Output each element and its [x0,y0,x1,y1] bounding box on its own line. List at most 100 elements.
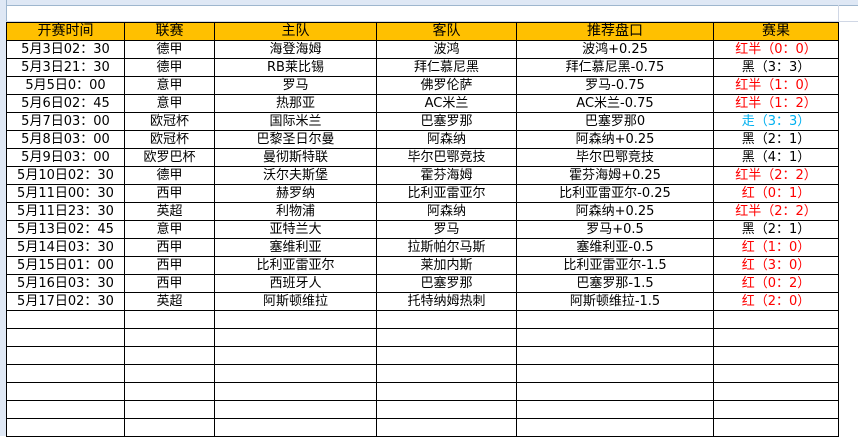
empty-cell[interactable] [214,400,377,419]
empty-cell[interactable] [6,346,125,365]
cell-result[interactable]: 黑（2：1） [713,220,839,239]
empty-cell[interactable] [124,382,215,401]
empty-cell[interactable] [713,400,839,419]
empty-cell[interactable] [214,364,377,383]
empty-cell[interactable] [516,346,714,365]
empty-cell[interactable] [376,328,517,347]
cell-away[interactable]: 巴塞罗那 [376,274,517,293]
cell-home[interactable]: 热那亚 [214,94,377,113]
empty-cell[interactable] [214,346,377,365]
empty-cell[interactable] [516,310,714,329]
cell-pick[interactable]: 霍芬海姆+0.25 [516,166,714,185]
cell-league[interactable]: 意甲 [124,76,215,95]
empty-cell[interactable] [713,382,839,401]
cell-result[interactable]: 红半（1：2） [713,94,839,113]
empty-cell[interactable] [6,328,125,347]
cell-pick[interactable]: 阿森纳+0.25 [516,130,714,149]
cell-home[interactable]: 赫罗纳 [214,184,377,203]
cell-league[interactable]: 西甲 [124,274,215,293]
cell-time[interactable]: 5月7日03：00 [6,112,125,131]
empty-cell[interactable] [713,310,839,329]
cell-pick[interactable]: 阿斯顿维拉-1.5 [516,292,714,311]
cell-pick[interactable]: 拜仁慕尼黑-0.75 [516,58,714,77]
cell-away[interactable]: 波鸿 [376,40,517,59]
empty-cell[interactable] [214,328,377,347]
cell-result[interactable]: 红（1：0） [713,238,839,257]
cell-time[interactable]: 5月3日21：30 [6,58,125,77]
header-pick[interactable]: 推荐盘口 [516,22,714,41]
cell-pick[interactable]: 罗马+0.5 [516,220,714,239]
cell-away[interactable]: 比利亚雷亚尔 [376,184,517,203]
cell-away[interactable]: 霍芬海姆 [376,166,517,185]
empty-cell[interactable] [6,382,125,401]
cell-time[interactable]: 5月16日03：30 [6,274,125,293]
cell-home[interactable]: 罗马 [214,76,377,95]
empty-cell[interactable] [124,400,215,419]
cell-away[interactable]: 佛罗伦萨 [376,76,517,95]
cell-home[interactable]: 利物浦 [214,202,377,221]
cell-away[interactable]: 拉斯帕尔马斯 [376,238,517,257]
cell-result[interactable]: 红（0：2） [713,274,839,293]
cell-home[interactable]: 亚特兰大 [214,220,377,239]
cell-pick[interactable]: 巴塞罗那0 [516,112,714,131]
cell-home[interactable]: 阿斯顿维拉 [214,292,377,311]
cell-league[interactable]: 德甲 [124,58,215,77]
cell-pick[interactable]: 比利亚雷亚尔-1.5 [516,256,714,275]
empty-cell[interactable] [124,346,215,365]
header-result[interactable]: 赛果 [713,22,839,41]
cell-away[interactable]: 毕尔巴鄂竞技 [376,148,517,167]
cell-result[interactable]: 红半（0：0） [713,40,839,59]
cell-pick[interactable]: 比利亚雷亚尔-0.25 [516,184,714,203]
cell-league[interactable]: 英超 [124,202,215,221]
cell-result[interactable]: 黑（3：3） [713,58,839,77]
cell-home[interactable]: 巴黎圣日尔曼 [214,130,377,149]
cell-league[interactable]: 欧冠杯 [124,130,215,149]
empty-cell[interactable] [124,310,215,329]
empty-cell[interactable] [124,328,215,347]
empty-cell[interactable] [376,310,517,329]
header-away[interactable]: 客队 [376,22,517,41]
header-league[interactable]: 联赛 [124,22,215,41]
cell-time[interactable]: 5月8日03：00 [6,130,125,149]
cell-league[interactable]: 西甲 [124,184,215,203]
cell-time[interactable]: 5月17日02：30 [6,292,125,311]
cell-away[interactable]: 阿森纳 [376,130,517,149]
cell-home[interactable]: 比利亚雷亚尔 [214,256,377,275]
empty-cell[interactable] [6,364,125,383]
cell-away[interactable]: 阿森纳 [376,202,517,221]
empty-cell[interactable] [713,328,839,347]
empty-cell[interactable] [516,418,714,437]
cell-time[interactable]: 5月3日02：30 [6,40,125,59]
cell-away[interactable]: 拜仁慕尼黑 [376,58,517,77]
empty-cell[interactable] [6,310,125,329]
empty-cell[interactable] [6,418,125,437]
cell-pick[interactable]: 阿森纳+0.25 [516,202,714,221]
empty-cell[interactable] [376,400,517,419]
cell-away[interactable]: 托特纳姆热刺 [376,292,517,311]
cell-time[interactable]: 5月11日23：30 [6,202,125,221]
empty-cell[interactable] [376,382,517,401]
cell-home[interactable]: 海登海姆 [214,40,377,59]
cell-home[interactable]: 曼彻斯特联 [214,148,377,167]
empty-cell[interactable] [214,310,377,329]
empty-cell[interactable] [516,382,714,401]
cell-result[interactable]: 黑（2：1） [713,130,839,149]
cell-time[interactable]: 5月6日02：45 [6,94,125,113]
empty-cell[interactable] [214,418,377,437]
cell-away[interactable]: 巴塞罗那 [376,112,517,131]
cell-time[interactable]: 5月13日02：45 [6,220,125,239]
cell-league[interactable]: 西甲 [124,238,215,257]
cell-result[interactable]: 黑（4：1） [713,148,839,167]
cell-time[interactable]: 5月14日03：30 [6,238,125,257]
cell-pick[interactable]: AC米兰-0.75 [516,94,714,113]
cell-result[interactable]: 红（2：0） [713,292,839,311]
cell-result[interactable]: 走（3：3） [713,112,839,131]
empty-cell[interactable] [516,328,714,347]
cell-result[interactable]: 红半（1：0） [713,76,839,95]
cell-pick[interactable]: 罗马-0.75 [516,76,714,95]
cell-time[interactable]: 5月15日01：00 [6,256,125,275]
cell-home[interactable]: 国际米兰 [214,112,377,131]
empty-cell[interactable] [713,418,839,437]
empty-cell[interactable] [516,400,714,419]
cell-league[interactable]: 欧罗巴杯 [124,148,215,167]
